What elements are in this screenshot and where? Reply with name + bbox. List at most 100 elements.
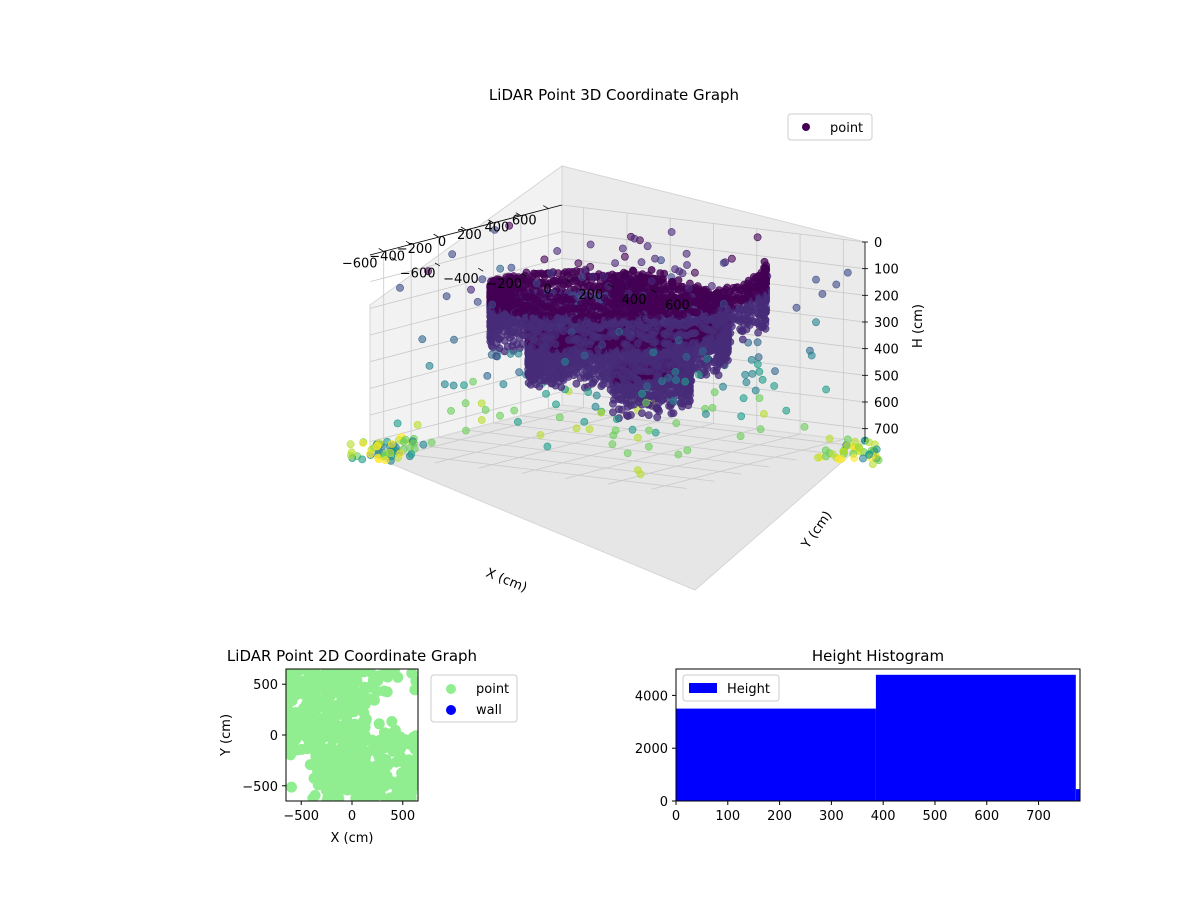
grid-line-y [434,412,628,464]
point-3d [346,440,355,449]
legend-3d: point [787,113,873,141]
point-3d [393,419,402,428]
point-3d [460,381,468,389]
point-3d [754,328,762,337]
point-3d [592,391,601,400]
point-3d [770,382,779,390]
point-3d [710,366,718,375]
point-3d [721,258,730,267]
point-3d [399,438,408,446]
point-3d [649,348,658,357]
point-3d [427,438,436,447]
point-3d [694,370,703,379]
point-3d [506,349,515,358]
point-3d [536,431,545,439]
point-3d [865,438,873,447]
point-3d [642,367,650,376]
point-3d [640,278,649,287]
point-3d [800,422,809,431]
point-3d [659,274,667,283]
z-tick-label-3d: 400 [874,343,899,358]
point-3d [850,454,859,462]
point-3d [584,388,593,396]
point-3d [514,349,523,358]
point-3d [684,284,693,293]
x-tick-label-3d: 600 [512,214,537,229]
point-3d [843,441,852,450]
point-3d [551,340,560,348]
point-3d [651,296,660,305]
point-3d [532,279,541,288]
point-3d [578,273,587,281]
chart-3d-title: LiDAR Point 3D Coordinate Graph [489,86,739,104]
z-tick-label-3d: 500 [874,369,899,384]
point-3d [608,290,616,298]
point-3d [615,327,624,336]
point-3d [359,439,367,447]
z-tick-label-3d: 700 [874,423,899,438]
x-tick-label-3d: 400 [484,221,509,236]
point-3d [627,333,636,342]
point-3d [477,416,486,424]
point-2d [320,725,332,737]
point-3d [407,450,416,459]
point-3d [771,367,779,375]
point-3d [671,367,680,376]
grid-line-z-right [561,231,866,270]
point-3d [469,377,477,386]
point-3d [664,373,673,382]
point-3d [599,272,608,281]
point-3d [872,445,881,454]
grid-line-y [651,438,844,490]
point-3d [736,432,745,441]
point-3d [822,452,830,461]
point-3d [632,383,641,392]
point-3d [868,460,877,468]
point-3d [381,456,390,465]
y-tick-label-3d: 0 [543,283,551,298]
point-3d [754,353,763,362]
point-3d [782,406,791,415]
legend-3d-label: point [830,121,863,136]
point-3d [747,355,756,364]
point-3d [546,269,555,277]
point-3d [651,327,660,336]
z-tick-label-3d: 600 [874,396,899,411]
point-3d [708,403,717,412]
point-3d [585,425,594,433]
point-3d [418,335,427,344]
point-3d [638,389,646,398]
point-3d [702,337,711,346]
grid-line-z-left [369,257,563,309]
point-3d [642,398,650,407]
point-3d [413,420,422,429]
point-3d [586,240,595,249]
point-3d [822,385,830,394]
point-3d [644,411,653,419]
point-2d [373,718,385,730]
point-3d [839,447,848,456]
point-3d [755,367,764,376]
point-3d [572,424,581,433]
point-3d [440,380,449,389]
point-3d [483,371,492,380]
point-3d [664,349,673,358]
z-axis-label-3d: H (cm) [911,304,926,348]
point-3d [606,385,615,394]
point-3d [496,411,504,420]
point-3d [681,377,689,386]
point-3d [644,442,653,451]
point-3d [728,254,736,263]
point-3d [608,440,617,449]
grid-line-y [391,407,584,459]
point-3d [366,449,375,458]
point-3d [635,398,643,407]
point-3d [409,439,418,448]
point-3d [807,351,816,360]
point-3d [742,378,751,387]
point-3d [567,328,576,336]
point-3d [636,470,645,479]
point-3d [683,261,691,269]
point-3d [514,417,522,426]
point-3d [580,417,589,426]
